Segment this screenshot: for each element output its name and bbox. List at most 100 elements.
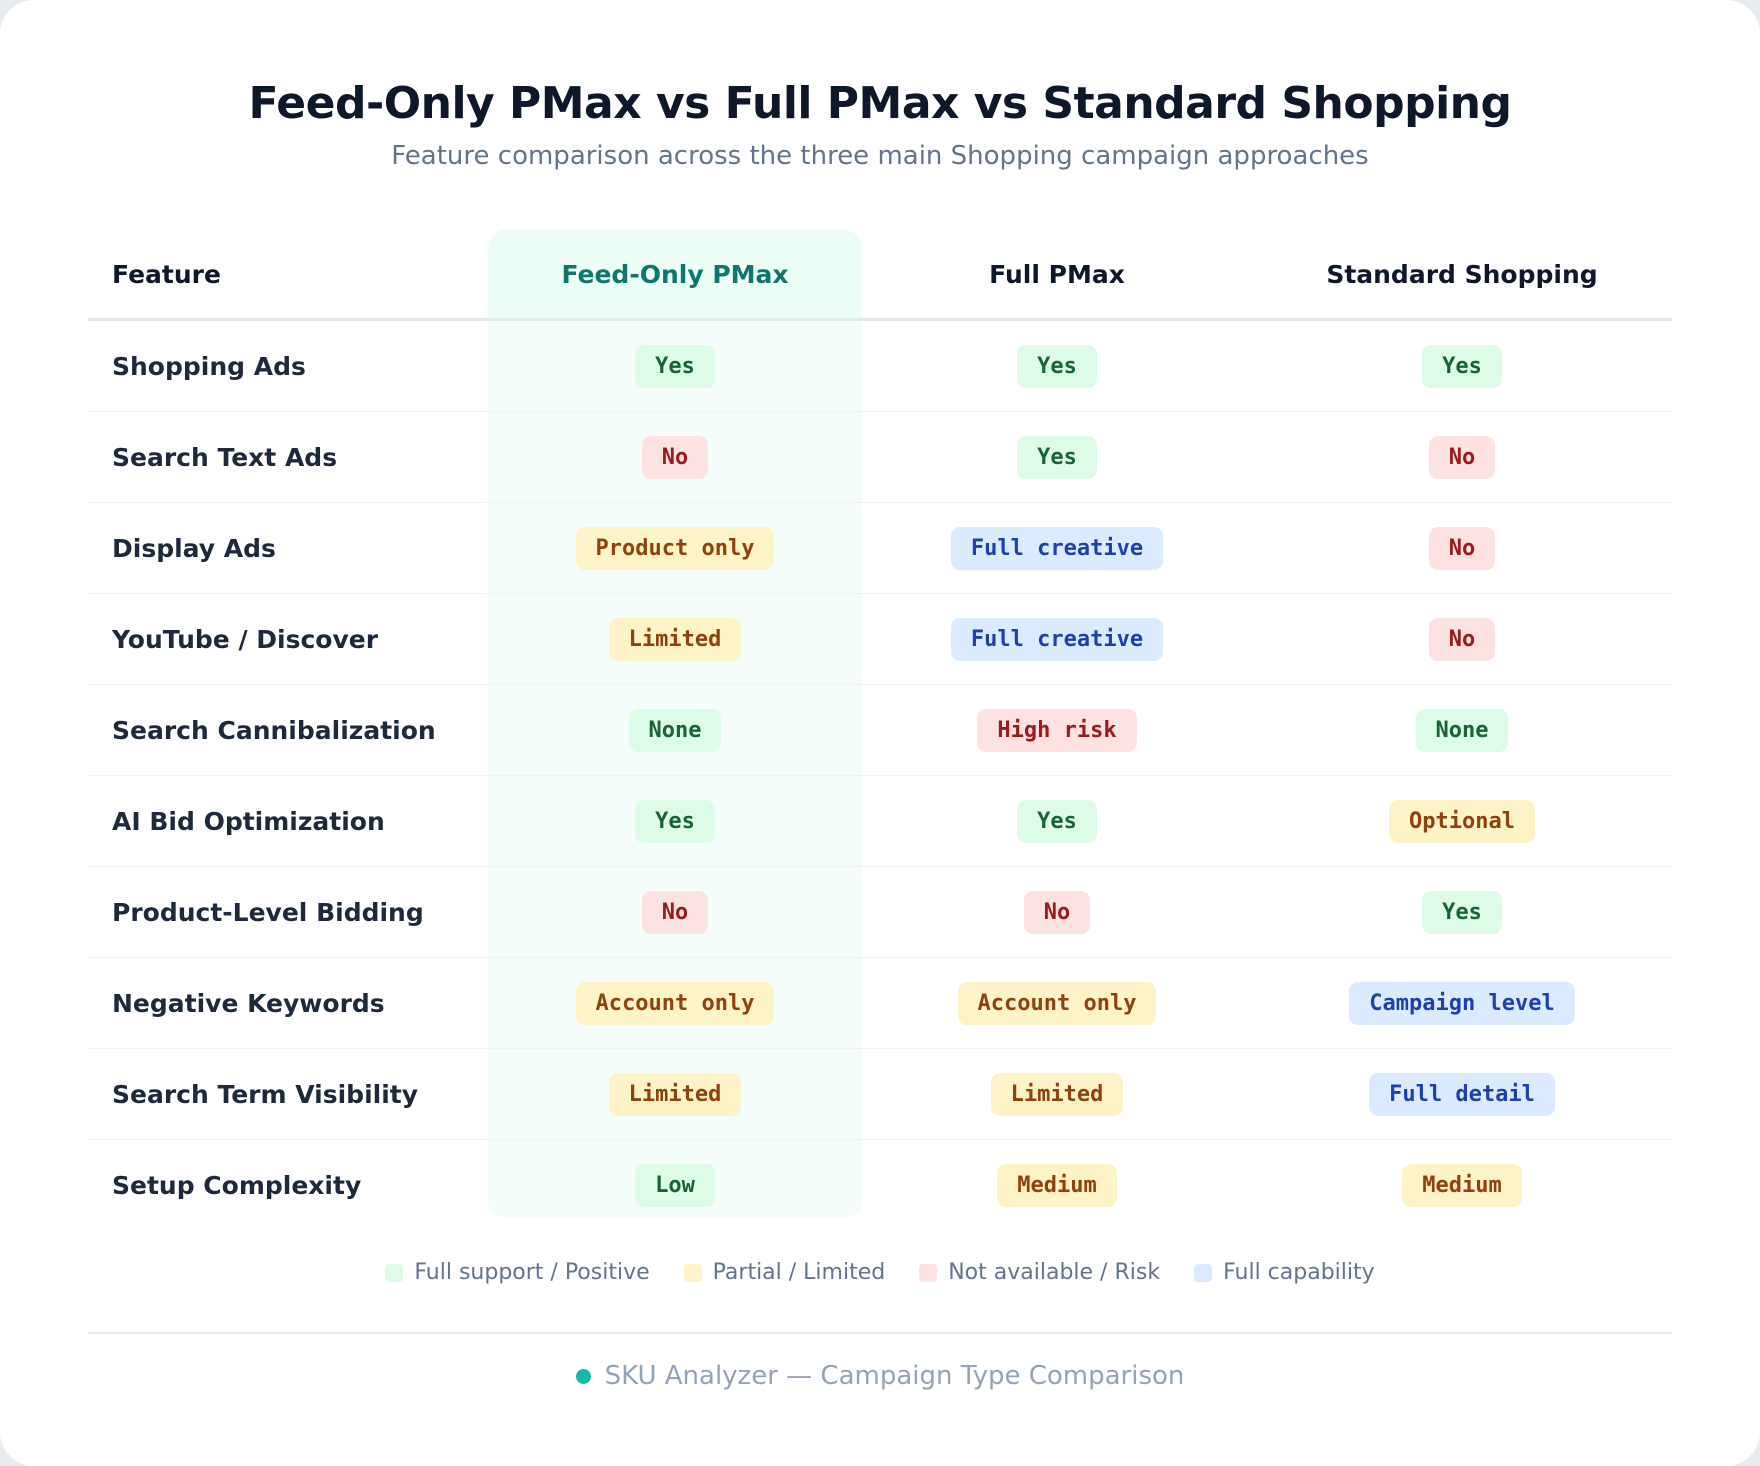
status-badge: No [1023, 890, 1091, 934]
status-badge: Account only [957, 981, 1157, 1025]
feature-name: Display Ads [112, 533, 276, 563]
table-row: YouTube / Discover Limited Full creative No [88, 594, 1672, 685]
table-cell: No [488, 435, 862, 479]
status-badge: Yes [635, 799, 715, 843]
legend-item: Partial / Limited [683, 1260, 886, 1285]
status-badge: Campaign level [1349, 981, 1575, 1025]
table-cell: Limited [488, 1072, 862, 1116]
status-badge: Full creative [950, 617, 1164, 661]
table-cell: Yes [862, 435, 1252, 479]
table-row: Shopping Ads Yes Yes Yes [88, 321, 1672, 412]
status-badge: Yes [1017, 799, 1097, 843]
status-badge: Limited [608, 617, 742, 661]
status-badge: None [1415, 708, 1509, 752]
legend-item: Not available / Risk [919, 1260, 1160, 1285]
table-row: Negative Keywords Account only Account onl… [88, 958, 1672, 1049]
table-row: Search Term Visibility Limited Limited Full… [88, 1049, 1672, 1140]
feature-name: Search Cannibalization [112, 715, 436, 745]
status-badge: No [1428, 617, 1496, 661]
status-badge: Full creative [950, 526, 1164, 570]
table-row: Product-Level Bidding No No Yes [88, 867, 1672, 958]
status-badge: Product only [575, 526, 775, 570]
table-cell: No [1252, 435, 1672, 479]
status-badge: Medium [997, 1163, 1117, 1207]
table-cell: Account only [488, 981, 862, 1025]
table-row: Search Cannibalization None High risk None [88, 685, 1672, 776]
table-cell: Account only [862, 981, 1252, 1025]
table-cell: Limited [488, 617, 862, 661]
legend-item: Full capability [1194, 1260, 1375, 1285]
status-badge: Limited [608, 1072, 742, 1116]
status-badge: No [641, 435, 709, 479]
status-badge: No [1428, 526, 1496, 570]
column-header: Feature [112, 259, 221, 289]
feature-name: Shopping Ads [112, 351, 306, 381]
status-badge: Account only [575, 981, 775, 1025]
status-badge: Low [635, 1163, 715, 1207]
feature-name: Negative Keywords [112, 988, 385, 1018]
table-cell: No [1252, 617, 1672, 661]
legend-label: Partial / Limited [712, 1260, 886, 1285]
table-cell: Yes [488, 344, 862, 388]
table-row: Display Ads Product only Full creative No [88, 503, 1672, 594]
subtitle: Feature comparison across the three main… [391, 141, 1369, 171]
feature-name: Search Term Visibility [112, 1079, 419, 1109]
table-cell: High risk [862, 708, 1252, 752]
table-cell: Full creative [862, 617, 1252, 661]
footer-text: SKU Analyzer — Campaign Type Comparison [604, 1361, 1185, 1391]
legend-label: Full support / Positive [414, 1260, 650, 1285]
footer-dot [575, 1368, 591, 1384]
legend-swatch [919, 1263, 938, 1282]
title: Feed-Only PMax vs Full PMax vs Standard … [248, 78, 1513, 129]
status-badge: Yes [1422, 344, 1502, 388]
table-cell: No [1252, 526, 1672, 570]
status-badge: Full detail [1369, 1072, 1555, 1116]
table-row: Setup Complexity Low Medium Medium [88, 1140, 1672, 1230]
table-cell: Low [488, 1163, 862, 1207]
legend-swatch [385, 1263, 404, 1282]
status-badge: Yes [1017, 344, 1097, 388]
table-cell: No [862, 890, 1252, 934]
legend: Full support / Positive Partial / Limited… [0, 1260, 1760, 1285]
comparison-table: Feature Feed-Only PMax Full PMax Standard S… [88, 230, 1672, 1230]
status-badge: High risk [977, 708, 1137, 752]
legend-swatch [1194, 1263, 1213, 1282]
status-badge: Limited [990, 1072, 1124, 1116]
status-badge: Yes [635, 344, 715, 388]
feature-name: Search Text Ads [112, 442, 338, 472]
feature-name: Product-Level Bidding [112, 897, 424, 927]
column-header: Feed-Only PMax [561, 259, 789, 289]
table-cell: None [1252, 708, 1672, 752]
table-cell: Yes [862, 344, 1252, 388]
status-badge: Yes [1017, 435, 1097, 479]
status-badge: No [641, 890, 709, 934]
table-row: AI Bid Optimization Yes Yes Optional [88, 776, 1672, 867]
table-cell: Full detail [1252, 1072, 1672, 1116]
footer: SKU Analyzer — Campaign Type Comparison [0, 1361, 1760, 1391]
table-row: Search Text Ads No Yes No [88, 412, 1672, 503]
status-badge: Medium [1402, 1163, 1522, 1207]
table-cell: Medium [862, 1163, 1252, 1207]
table-cell: Limited [862, 1072, 1252, 1116]
column-header: Standard Shopping [1326, 259, 1598, 289]
legend-swatch [683, 1263, 702, 1282]
table-cell: Yes [1252, 890, 1672, 934]
highlight-header [488, 230, 862, 320]
feature-name: AI Bid Optimization [112, 806, 385, 836]
table-cell: No [488, 890, 862, 934]
table-cell: Product only [488, 526, 862, 570]
feature-name: YouTube / Discover [112, 624, 379, 654]
legend-label: Full capability [1223, 1260, 1375, 1285]
status-badge: No [1428, 435, 1496, 479]
table-cell: Campaign level [1252, 981, 1672, 1025]
table-cell: Optional [1252, 799, 1672, 843]
table-cell: Yes [488, 799, 862, 843]
table-cell: Yes [1252, 344, 1672, 388]
status-badge: Yes [1422, 890, 1502, 934]
table-cell: Yes [862, 799, 1252, 843]
legend-label: Not available / Risk [948, 1260, 1161, 1285]
status-badge: None [628, 708, 722, 752]
table-cell: None [488, 708, 862, 752]
